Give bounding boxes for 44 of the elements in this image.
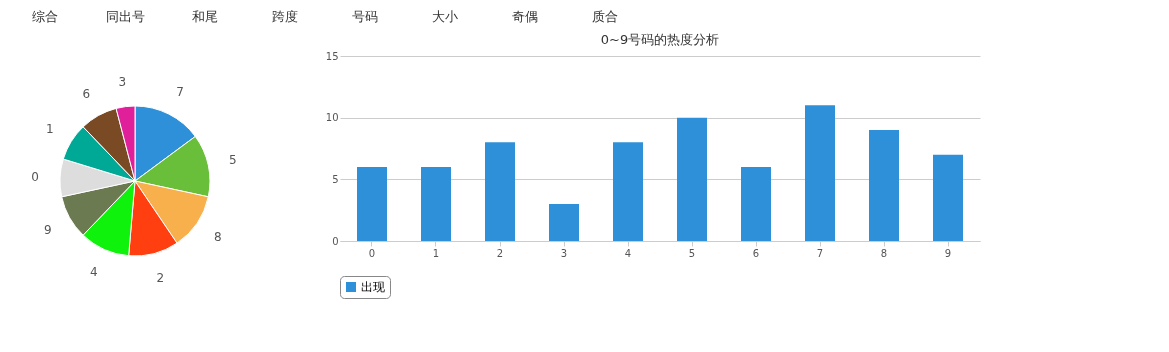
text: 和尾 <box>192 9 218 24</box>
legend-label: 出现 <box>361 280 385 294</box>
y-tick-label: 0 <box>332 235 339 247</box>
slice-label: 4 <box>90 265 98 280</box>
x-tick-label: 3 <box>560 247 568 259</box>
x-tick-label: 6 <box>752 247 760 259</box>
text: 同出号 <box>105 9 145 24</box>
bar <box>613 142 643 241</box>
bar <box>549 204 579 241</box>
text: 质合 <box>592 9 618 24</box>
x-tick-label: 5 <box>688 247 696 259</box>
slice-label: 6 <box>82 86 91 101</box>
x-tick-label: 8 <box>880 247 888 259</box>
bar <box>485 142 515 241</box>
bar <box>805 105 835 241</box>
slice-label: 8 <box>214 230 222 244</box>
x-tick-label: 1 <box>432 247 440 259</box>
y-tick-label: 15 <box>325 50 339 62</box>
text: 奇偶 <box>512 9 538 24</box>
text: 大小 <box>432 9 458 24</box>
bar <box>869 130 899 241</box>
slice-label: 7 <box>176 84 184 99</box>
slice-label: 1 <box>46 121 54 136</box>
y-tick-label: 5 <box>332 173 339 185</box>
slice-label: 0 <box>31 169 39 184</box>
y-tick-label: 10 <box>325 112 339 124</box>
slice-label: 3 <box>118 74 127 89</box>
bar <box>741 167 771 241</box>
text: 综合 <box>32 9 58 24</box>
x-tick-label: 0 <box>368 247 376 259</box>
bar <box>677 117 707 241</box>
bar <box>421 167 451 241</box>
slice-label: 5 <box>228 152 237 167</box>
slice-label: 9 <box>43 222 52 237</box>
chart-title: 0~9号码的热度分析 <box>600 32 720 47</box>
text: 跨度 <box>272 9 298 24</box>
text: 号码 <box>352 9 378 24</box>
slice-label: 2 <box>156 270 165 285</box>
x-tick-label: 9 <box>944 247 952 259</box>
x-tick-label: 7 <box>816 247 824 259</box>
bar <box>357 167 387 241</box>
x-tick-label: 2 <box>496 247 504 259</box>
x-tick-label: 4 <box>624 247 632 259</box>
bar <box>933 154 963 241</box>
